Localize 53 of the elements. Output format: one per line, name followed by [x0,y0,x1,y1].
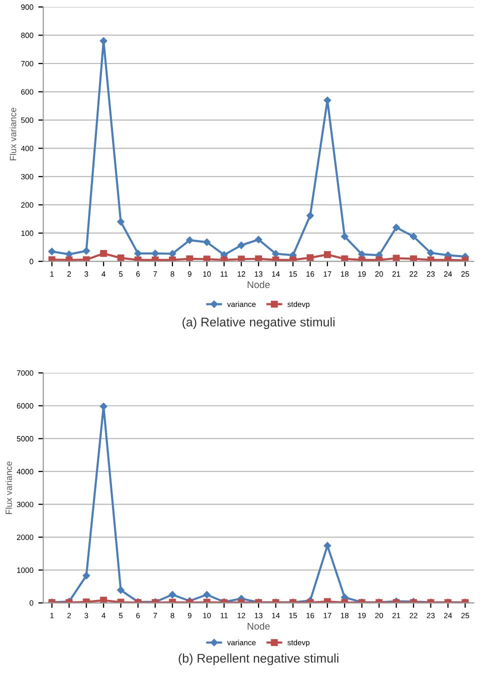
point [341,255,348,262]
point [152,250,159,258]
point [272,256,280,262]
point [306,212,314,220]
point [100,37,108,45]
point [186,236,194,244]
point [427,256,434,262]
x-axis-title: Node [248,280,270,288]
point [48,256,56,262]
point [134,256,142,262]
point [410,255,417,262]
point [324,542,332,550]
point [238,256,245,262]
point [238,242,245,249]
point [255,255,262,262]
point [203,591,211,598]
point [220,256,228,262]
x-axis-title: Node [248,622,270,630]
point [376,256,383,262]
point [203,256,210,262]
text: (b) Repellent negative stimuli [178,654,338,666]
point [48,248,56,256]
point [100,596,108,603]
point [290,256,296,262]
point [117,254,124,262]
point [82,572,90,580]
point [203,238,211,246]
point [168,256,176,262]
point [168,250,176,258]
point [254,236,262,244]
point [324,96,332,104]
point [82,256,90,262]
point [410,232,418,240]
point [324,251,331,258]
point [340,232,348,240]
point [117,586,124,594]
point [306,254,314,262]
point [392,224,400,232]
point [427,249,434,257]
point [186,255,194,262]
point [272,250,280,258]
point [168,591,176,598]
point [66,256,73,262]
y-axis-title: Flux variance [5,461,12,514]
text: (a) Relative negative stimuli [182,317,334,329]
point [358,256,366,262]
point [134,250,142,258]
point [100,250,108,257]
y-axis-title: Flux variance [10,108,16,160]
point [117,218,124,226]
point [82,247,90,255]
point [100,402,108,410]
point [392,254,400,262]
